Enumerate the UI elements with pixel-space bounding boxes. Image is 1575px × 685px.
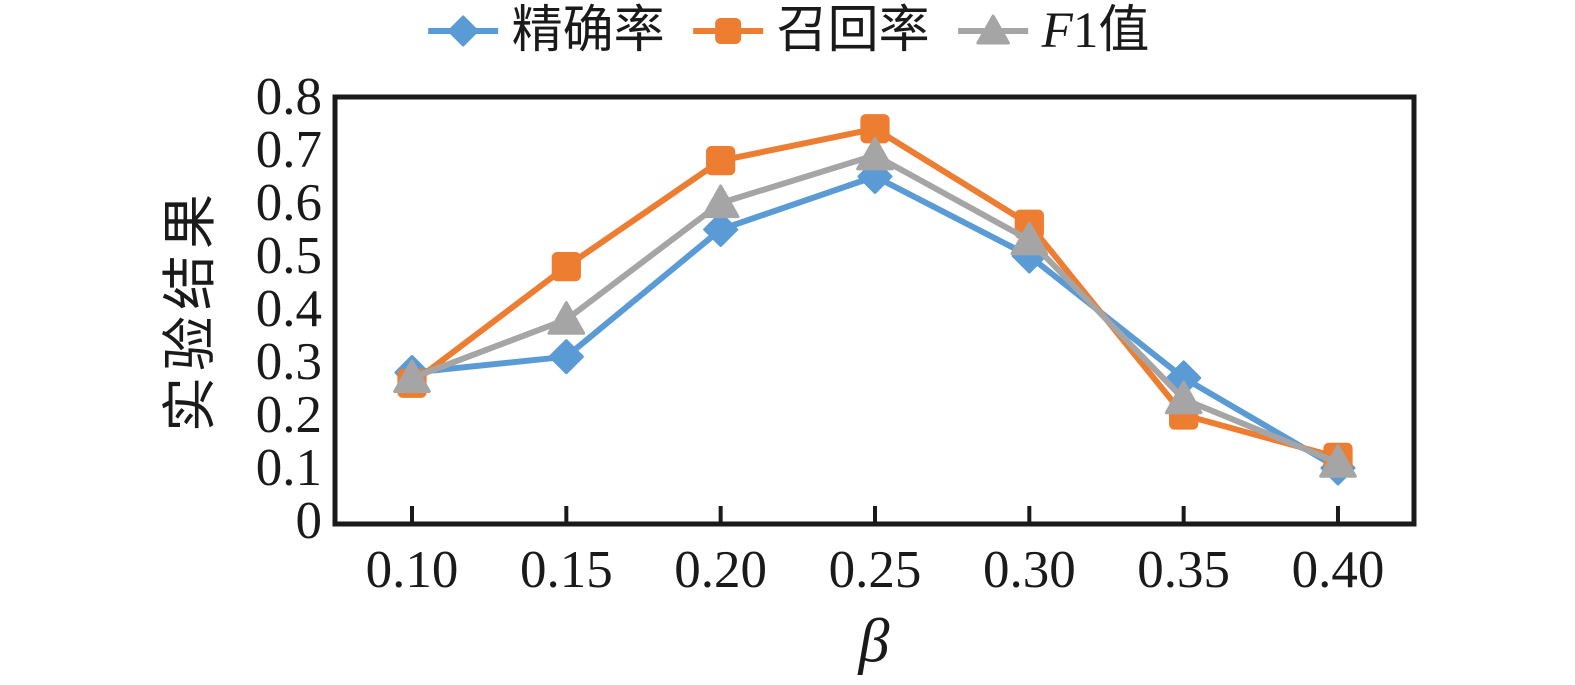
y-tick-label: 0.8 [255, 68, 322, 126]
y-tick-label: 0.7 [255, 121, 322, 179]
x-tick-label: 0.15 [519, 541, 613, 599]
y-tick-label: 0.2 [255, 386, 322, 444]
x-axis-ticks [410, 506, 1340, 522]
triangle-marker-icon [957, 14, 1028, 45]
y-tick-label: 0 [295, 492, 323, 550]
series-f1 [393, 136, 1357, 478]
x-tick-label: 0.40 [1291, 541, 1385, 599]
square-marker-icon [692, 18, 763, 44]
diamond-marker-icon [427, 15, 498, 47]
y-tick-label: 0.6 [255, 174, 322, 232]
y-axis-title: 实验结果 [160, 187, 221, 433]
x-tick-label: 0.20 [674, 541, 768, 599]
legend-item-f1: F1值 [956, 2, 1150, 60]
y-tick-label: 0.3 [255, 333, 322, 391]
legend-item-recall: 召回率 [691, 2, 930, 60]
y-tick-label: 0.1 [255, 439, 322, 497]
x-axis-title: β [858, 607, 890, 676]
legend-label-precision: 精确率 [511, 3, 665, 59]
legend-label-f1: F1值 [1041, 3, 1150, 59]
y-tick-label: 0.4 [255, 280, 322, 338]
series-precision [394, 159, 1356, 486]
legend-label-recall: 召回率 [776, 3, 930, 59]
legend-item-precision: 精确率 [426, 2, 665, 60]
legend: 精确率 召回率 F1值 [426, 2, 1150, 60]
y-tick-label: 0.5 [255, 227, 322, 285]
x-tick-label: 0.35 [1137, 541, 1231, 599]
x-tick-label: 0.25 [828, 541, 922, 599]
x-tick-label: 0.30 [982, 541, 1076, 599]
x-tick-label: 0.10 [365, 541, 459, 599]
